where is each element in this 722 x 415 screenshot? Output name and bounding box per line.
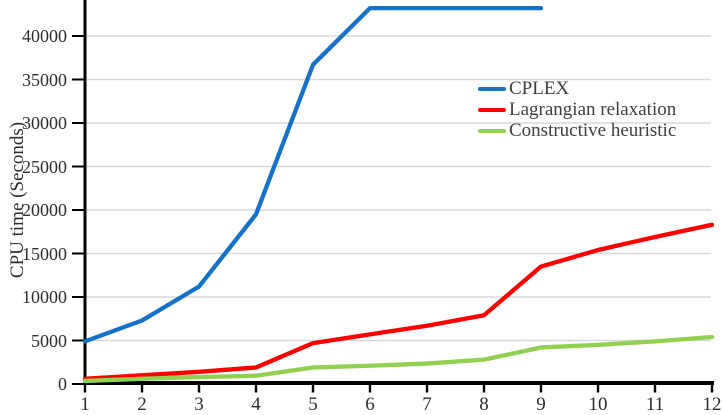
x-tick-label: 8	[479, 394, 489, 415]
x-tick-label: 6	[365, 394, 375, 415]
series-line-lagrangian-relaxation	[82, 222, 715, 381]
legend-item-cplex: CPLEX	[478, 78, 676, 99]
x-tick-label: 5	[308, 394, 318, 415]
series-line-cplex	[82, 6, 544, 344]
y-tick-label: 15000	[22, 243, 67, 264]
x-tick-label: 3	[194, 394, 204, 415]
y-tick-label: 25000	[22, 156, 67, 177]
legend-label-cplex: CPLEX	[509, 78, 570, 99]
legend-item-constructive-heuristic: Constructive heuristic	[478, 120, 676, 141]
legend-item-lagrangian-relaxation: Lagrangian relaxation	[478, 99, 676, 120]
x-tick-label: 4	[251, 394, 261, 415]
y-tick-label: 35000	[22, 69, 67, 90]
y-tick-label: 10000	[22, 287, 67, 307]
legend-swatch-cplex	[478, 86, 506, 91]
x-tick-label: 11	[645, 394, 665, 415]
legend-label-constructive-heuristic: Constructive heuristic	[509, 120, 677, 141]
y-tick-label: 5000	[31, 330, 67, 351]
x-tick-label: 2	[137, 394, 147, 415]
series-line-constructive-heuristic	[82, 334, 715, 384]
legend-label-lagrangian-relaxation: Lagrangian relaxation	[509, 99, 677, 120]
y-tick-label: 20000	[22, 200, 67, 220]
y-tick-label: 30000	[22, 113, 67, 133]
legend-swatch-lagrangian-relaxation	[478, 107, 506, 112]
legend-swatch-constructive-heuristic	[478, 128, 506, 133]
x-tick-label: 7	[422, 394, 432, 415]
x-tick-label: 9	[536, 394, 546, 415]
x-tick-label: 1	[80, 394, 90, 415]
x-tick-label: 10	[588, 394, 608, 415]
legend: CPLEX Lagrangian relaxation Constructive…	[478, 78, 676, 141]
y-tick-label: 0	[58, 374, 67, 394]
x-tick-label: 12	[702, 394, 722, 415]
y-tick-label: 40000	[22, 26, 67, 46]
